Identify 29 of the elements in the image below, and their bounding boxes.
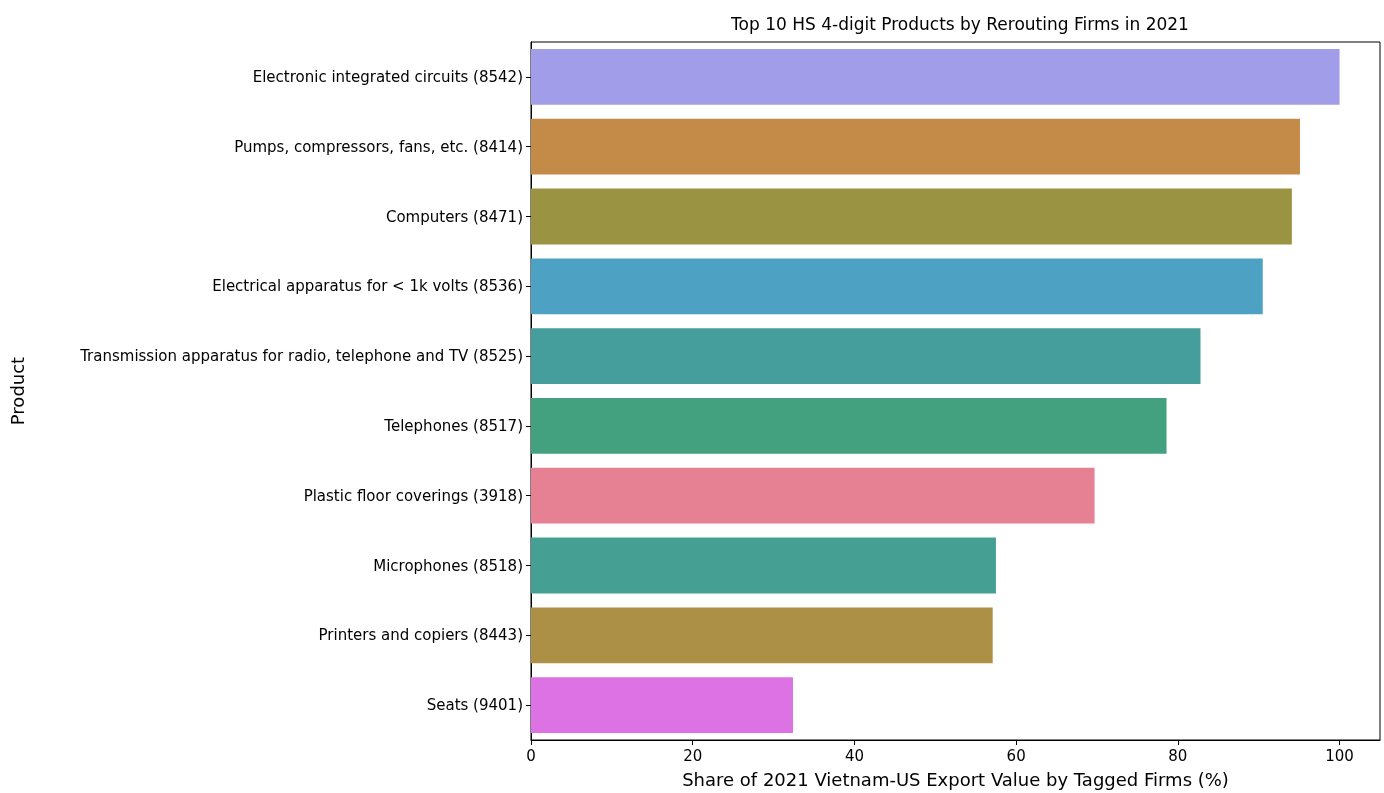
y-axis-title: Product (6, 356, 28, 426)
bar (531, 607, 993, 664)
y-tick-label: Telephones (8517) (383, 416, 523, 435)
bar (531, 397, 1167, 454)
x-tick-label: 40 (844, 746, 864, 765)
y-tick-label: Computers (8471) (385, 207, 523, 226)
x-tick-label: 80 (1168, 746, 1188, 765)
y-tick-label: Plastic floor coverings (3918) (303, 486, 523, 505)
x-tick-label: 0 (526, 746, 536, 765)
bar (531, 677, 793, 734)
chart-title: Top 10 HS 4-digit Products by Rerouting Firms in 2021 (730, 13, 1189, 34)
bar (531, 188, 1292, 245)
x-tick-label: 100 (1325, 746, 1354, 765)
y-tick-label: Pumps, compressors, fans, etc. (8414) (234, 137, 523, 156)
bar (531, 118, 1300, 175)
bar (531, 537, 996, 594)
y-tick-label: Transmission apparatus for radio, telephone and TV (8525) (79, 347, 523, 366)
y-tick-label: Electronic integrated circuits (8542) (252, 67, 523, 86)
x-axis-title: Share of 2021 Vietnam-US Export Value by Tagged Firms (%) (682, 768, 1229, 790)
y-tick-label: Electrical apparatus for < 1k volts (8536) (212, 277, 523, 296)
bar (531, 467, 1095, 524)
y-tick-label: Seats (9401) (426, 696, 523, 715)
y-tick-label: Printers and copiers (8443) (318, 626, 523, 645)
bar (531, 328, 1201, 385)
bar (531, 48, 1340, 105)
x-tick-label: 20 (683, 746, 703, 765)
x-tick-label: 60 (1006, 746, 1026, 765)
bar (531, 258, 1263, 315)
y-tick-label: Microphones (8518) (373, 556, 523, 575)
